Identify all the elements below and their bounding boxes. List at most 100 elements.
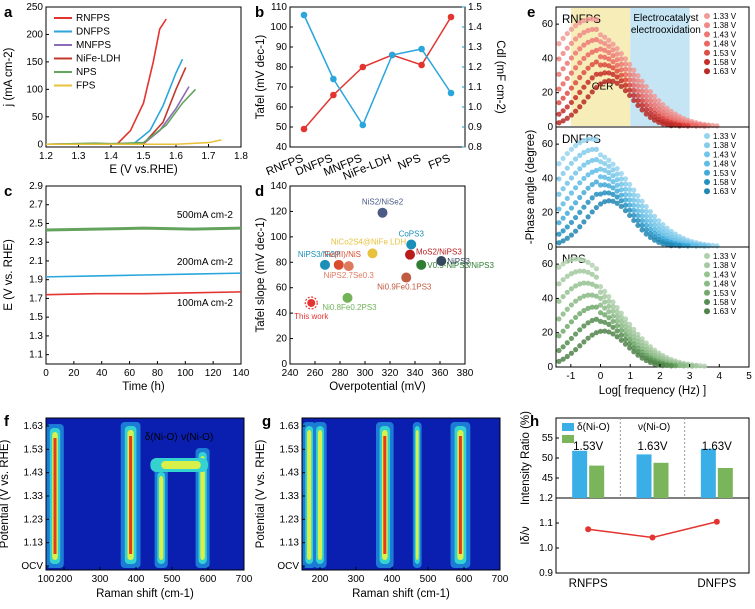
phase-point	[589, 37, 595, 44]
phase-series	[556, 16, 720, 129]
phase-point	[589, 262, 595, 268]
phase-point	[610, 308, 616, 314]
phase-point	[643, 222, 649, 228]
phase-point	[560, 66, 566, 72]
y-tick-label: 80	[276, 257, 288, 268]
phase-point	[651, 226, 658, 232]
legend-potential: 1.63 V	[713, 307, 737, 316]
phase-point	[602, 70, 608, 76]
phase-point	[602, 190, 608, 196]
y-tick-label: 40	[542, 53, 554, 64]
phase-point	[627, 341, 633, 347]
legend-swatch	[704, 13, 710, 19]
phase-point	[568, 302, 575, 308]
phase-point	[581, 69, 587, 76]
y-tick-label: 45	[542, 473, 554, 484]
phase-point	[610, 303, 616, 310]
legend-potential: 1.53 V	[713, 49, 737, 58]
phase-point	[589, 332, 595, 338]
heatmap-band-peak	[129, 436, 133, 554]
phase-point	[560, 170, 566, 177]
phase-point	[564, 306, 570, 312]
y-tick-label: 120	[270, 206, 287, 217]
x-tick-label: 400	[128, 574, 145, 585]
phase-series	[556, 146, 712, 249]
annotation-electrocatalyst: Electrocatalyst	[633, 13, 698, 24]
phase-point	[589, 16, 595, 22]
phase-point	[589, 317, 595, 324]
legend-potential: 1.58 V	[713, 178, 737, 187]
phase-point	[568, 112, 575, 118]
phase-point	[685, 243, 691, 249]
phase-point	[622, 336, 629, 343]
phase-series	[556, 47, 699, 129]
x-tick-label: 100	[38, 574, 55, 585]
phase-point	[560, 95, 566, 101]
phase-point	[585, 27, 591, 34]
phase-point	[643, 203, 649, 210]
phase-point	[593, 204, 599, 211]
data-point	[307, 298, 316, 307]
phase-series	[556, 198, 674, 249]
phase-point	[572, 143, 579, 149]
phase-point	[622, 82, 629, 88]
phase-point	[564, 224, 570, 230]
phase-point	[581, 257, 587, 263]
phase-point	[568, 205, 575, 211]
phase-point	[676, 123, 683, 129]
phase-point	[643, 111, 649, 117]
phase-point	[664, 242, 670, 248]
phase-series	[556, 280, 695, 369]
phase-point	[589, 195, 595, 201]
legend-swatch	[704, 169, 710, 176]
phase-point	[610, 41, 616, 47]
data-point-Cdl	[418, 45, 425, 53]
phase-point	[631, 212, 637, 219]
phase-point	[643, 213, 649, 219]
legend-potential: 1.43 V	[713, 30, 737, 39]
phase-point	[597, 54, 604, 60]
phase-point	[560, 277, 566, 283]
phase-point	[635, 213, 641, 219]
phase-point	[643, 107, 649, 113]
bar-δ(Ni-O)	[700, 448, 716, 498]
phase-point	[622, 202, 629, 208]
phase-point	[568, 160, 575, 166]
phase-point	[560, 261, 566, 267]
phase-point	[581, 29, 587, 36]
phase-point	[622, 316, 629, 322]
phase-point	[560, 293, 566, 300]
phase-point	[610, 59, 616, 65]
phase-point	[593, 191, 599, 197]
phase-point	[581, 55, 587, 62]
phase-point	[572, 108, 579, 114]
phase-point	[610, 78, 616, 84]
phase-point	[585, 292, 591, 298]
phase-point	[618, 61, 624, 67]
phase-point	[572, 214, 579, 221]
phase-point	[597, 289, 604, 295]
phase-point	[560, 118, 566, 124]
phase-point	[610, 167, 616, 173]
phase-series	[556, 78, 674, 129]
phase-point	[568, 219, 575, 226]
phase-point	[556, 191, 562, 197]
group-label: 1.53V	[573, 441, 603, 453]
x-tick-label: 600	[200, 574, 217, 585]
legend-potential: 1.33 V	[713, 252, 737, 261]
x-tick-label: 1.7	[202, 151, 216, 162]
y-tick-label: 20	[542, 328, 554, 339]
phase-point	[631, 349, 637, 355]
y-tick-label-right: 1.1	[468, 82, 482, 93]
phase-point	[660, 363, 666, 369]
highlight-ring	[304, 296, 318, 310]
phase-point	[568, 232, 575, 238]
phase-point	[618, 198, 624, 204]
phase-point	[593, 266, 599, 272]
phase-point	[564, 150, 570, 157]
legend-potential: 1.48 V	[713, 40, 737, 49]
phase-point	[668, 123, 674, 129]
y-tick-label-right: 1.3	[468, 42, 482, 53]
phase-point	[585, 259, 591, 265]
phase-point	[656, 222, 662, 228]
